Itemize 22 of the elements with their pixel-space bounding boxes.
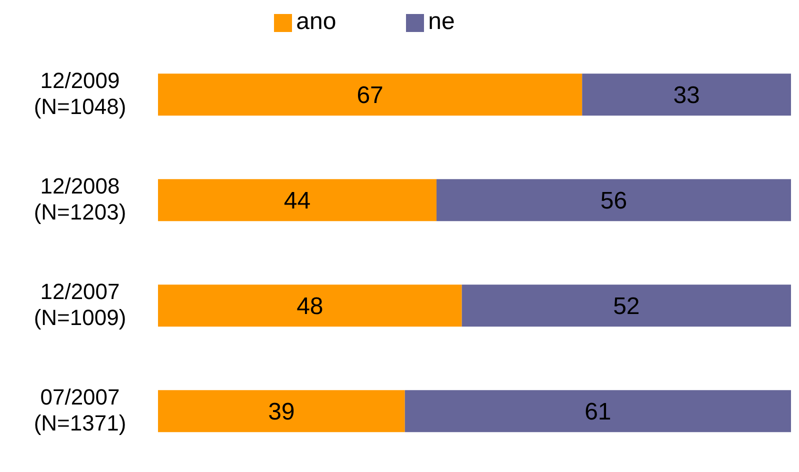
bar — [158, 179, 437, 222]
bar — [158, 390, 405, 432]
bar — [158, 74, 582, 116]
data-label: 61 — [584, 398, 612, 426]
bar — [436, 179, 791, 222]
bar — [158, 284, 462, 327]
data-label: 39 — [268, 398, 295, 426]
bar — [582, 74, 791, 116]
legend-label: ano — [296, 8, 336, 35]
data-label: 67 — [356, 82, 384, 110]
y-tick-label: 12/2009 (N=1048) — [34, 68, 126, 119]
y-tick-label: 07/2007 (N=1371) — [34, 384, 126, 436]
data-label: 48 — [296, 293, 324, 320]
y-tick-label: 12/2008 (N=1203) — [34, 173, 126, 224]
data-label: 33 — [673, 82, 700, 110]
bar — [462, 284, 791, 327]
data-label: 56 — [600, 188, 628, 215]
bar — [404, 390, 791, 432]
data-label: 52 — [613, 293, 640, 320]
data-label: 44 — [284, 188, 311, 215]
y-tick-label: 12/2007 (N=1009) — [34, 278, 126, 330]
legend-label: ne — [428, 8, 455, 35]
